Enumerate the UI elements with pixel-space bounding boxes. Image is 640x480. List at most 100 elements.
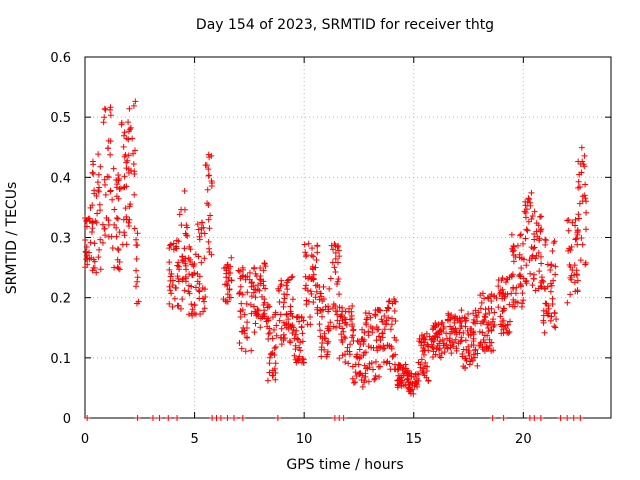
data-point [500, 307, 507, 314]
data-point [289, 296, 296, 303]
data-point [272, 309, 279, 316]
data-point [324, 348, 331, 355]
data-point [372, 311, 379, 318]
data-point [452, 326, 459, 333]
data-point [317, 307, 324, 314]
data-point [129, 135, 136, 142]
data-point [226, 286, 233, 293]
data-point [168, 290, 175, 297]
data-point [354, 337, 361, 344]
data-point [104, 145, 111, 152]
data-point [178, 222, 185, 229]
data-point [296, 353, 303, 360]
data-point [388, 343, 395, 350]
data-point [316, 321, 323, 328]
data-point [125, 222, 132, 229]
data-point [352, 369, 359, 376]
data-point [133, 242, 140, 249]
data-point [175, 259, 182, 266]
data-point [187, 246, 194, 253]
data-point [246, 269, 253, 276]
data-point [576, 171, 583, 178]
data-point [549, 295, 556, 302]
data-point [513, 284, 520, 291]
data-point [293, 359, 300, 366]
data-point [87, 239, 94, 246]
data-point [242, 274, 249, 281]
data-point [273, 322, 280, 329]
data-point [133, 300, 140, 307]
data-point [91, 190, 98, 197]
data-point [568, 272, 575, 279]
data-point [307, 321, 314, 328]
data-point [205, 166, 212, 173]
data-point [488, 298, 495, 305]
data-point [250, 282, 257, 289]
data-point [380, 345, 387, 352]
data-point [458, 337, 465, 344]
data-point [289, 329, 296, 336]
data-point [481, 295, 488, 302]
data-point [420, 344, 427, 351]
data-point [99, 239, 106, 246]
data-point [177, 305, 184, 312]
data-point [182, 278, 189, 285]
data-point [504, 329, 511, 336]
zero-data-point [149, 415, 156, 421]
data-point [428, 336, 435, 343]
data-point [89, 219, 96, 226]
data-point [443, 341, 450, 348]
data-point [207, 212, 214, 219]
data-point [107, 151, 114, 158]
data-point [238, 345, 245, 352]
data-point [443, 335, 450, 342]
data-point [205, 172, 212, 179]
data-point [536, 235, 543, 242]
data-point [127, 201, 134, 208]
data-point [361, 362, 368, 369]
data-point [504, 321, 511, 328]
data-point [205, 238, 212, 245]
data-point [272, 376, 279, 383]
data-point [532, 255, 539, 262]
data-point [312, 294, 319, 301]
data-point [472, 354, 479, 361]
data-point [336, 291, 343, 298]
data-point [459, 350, 466, 357]
data-point [272, 344, 279, 351]
data-point [266, 354, 273, 361]
y-tick-label: 0.1 [50, 352, 71, 367]
data-point [416, 338, 423, 345]
data-point [462, 315, 469, 322]
data-point [257, 264, 264, 271]
data-point [429, 354, 436, 361]
data-point [223, 274, 230, 281]
data-point [434, 334, 441, 341]
data-point [345, 360, 352, 367]
data-point [83, 256, 90, 263]
data-point [567, 291, 574, 298]
data-point [289, 273, 296, 280]
data-point [329, 259, 336, 266]
data-point [228, 254, 235, 261]
data-point [447, 323, 454, 330]
data-point [356, 370, 363, 377]
data-point [361, 329, 368, 336]
data-point [497, 313, 504, 320]
data-point [166, 266, 173, 273]
x-tick-label: 0 [81, 432, 89, 447]
data-point [575, 178, 582, 185]
data-point [105, 174, 112, 181]
data-point [96, 201, 103, 208]
data-point [364, 314, 371, 321]
data-point [182, 230, 189, 237]
data-point [83, 244, 90, 251]
zero-data-point [231, 415, 238, 421]
data-point [394, 377, 401, 384]
data-point [332, 255, 339, 262]
data-point [262, 263, 269, 270]
data-point [545, 302, 552, 309]
data-point [305, 298, 312, 305]
data-point [94, 179, 101, 186]
data-point [89, 225, 96, 232]
